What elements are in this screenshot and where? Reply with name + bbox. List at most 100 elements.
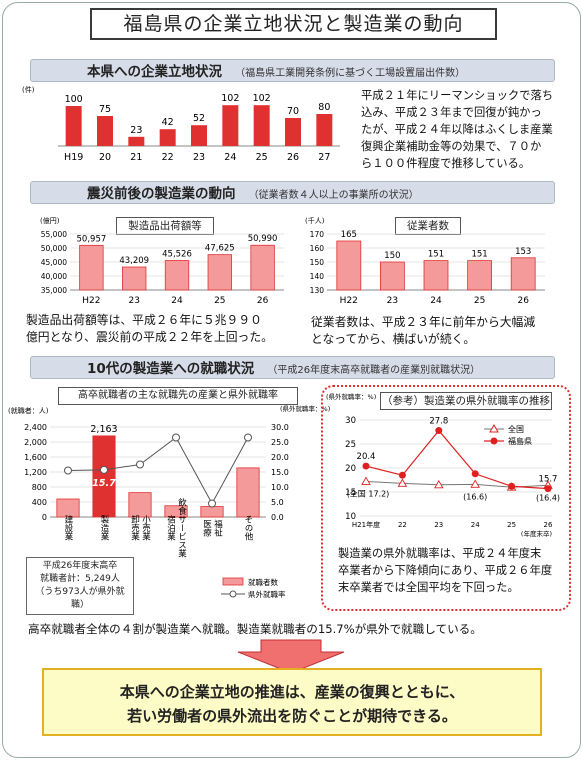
section-subheading: （福島県工業開発条例に基づく工場設置届出件数） xyxy=(235,68,466,79)
bar xyxy=(65,106,82,146)
y-tick-label: 45,000 xyxy=(41,258,67,267)
x-tick-label: 25 xyxy=(214,296,225,306)
bar xyxy=(467,260,492,291)
section-heading: 10代の製造業への就職状況 xyxy=(87,361,255,377)
legend-label: 福島県 xyxy=(508,436,532,446)
data-label: 43,209 xyxy=(119,256,149,266)
y-tick-label-left: 2,000 xyxy=(24,438,47,447)
x-tick-label: 22 xyxy=(398,521,407,529)
x-tick-label: H19 xyxy=(64,152,83,163)
x-tick-label: 小売業 xyxy=(141,515,151,542)
text-line: 卒業者から下降傾向にあり、平成２６年度 xyxy=(338,564,553,577)
y-tick-label-left: 2,400 xyxy=(24,423,47,432)
legend-swatch-bar xyxy=(222,577,244,586)
section3-summary: 高卒就職者全体の４割が製造業へ就職。製造業就職者の15.7%が県外で就職している… xyxy=(28,622,482,636)
series-point xyxy=(397,478,408,487)
bar xyxy=(92,435,116,518)
bar xyxy=(159,129,176,146)
bar xyxy=(191,125,207,146)
y-tick-label-left: 0 xyxy=(42,513,47,522)
data-label: (全国 17.2) xyxy=(347,488,390,498)
y-tick-label: 25 xyxy=(345,440,356,450)
x-tick-label: 24 xyxy=(171,296,183,306)
down-arrow-icon xyxy=(237,639,345,674)
data-label: (16.4) xyxy=(536,493,560,502)
note-line: 就職者計：5,249人 xyxy=(40,574,120,584)
text-line: 平成２１年にリーマンショックで落ち xyxy=(361,89,554,102)
text-line: 従業者数は、平成２３年に前年から大幅減 xyxy=(311,315,536,329)
series-point xyxy=(544,485,552,493)
x-tick-label: 25 xyxy=(507,521,516,529)
reference-text: 製造業の県外就職率は、平成２４年度末 卒業者から下降傾向にあり、平成２６年度 末… xyxy=(338,545,566,596)
x-tick-label: H22 xyxy=(340,296,358,306)
conclusion-line: 本県への企業立地の推進は、産業の復興とともに、 xyxy=(119,683,465,701)
y-tick-label-left: 1,200 xyxy=(24,468,47,477)
x-tick-label: 福祉 xyxy=(213,519,223,538)
y-tick-label: 140 xyxy=(310,272,325,281)
text-line: 末卒業者では全国平均を下回った。 xyxy=(338,581,519,594)
x-tick-label: 建設業 xyxy=(63,515,73,542)
legend-label: 全国 xyxy=(508,424,524,434)
x-tick-label: 26 xyxy=(257,296,269,306)
unit-label-right: (県外就職率：%) xyxy=(280,404,330,413)
x-tick-label: 24 xyxy=(224,152,236,163)
shipment-chart-title: 製造品出荷額等 xyxy=(116,217,214,235)
series-point xyxy=(434,479,444,489)
section1-text: 平成２１年にリーマンショックで落ち 込み、平成２３年まで回復が鈍かっ たが、平成… xyxy=(361,87,571,172)
bar xyxy=(250,244,275,291)
bar xyxy=(285,118,301,146)
data-label: 23 xyxy=(130,125,142,136)
y-tick-label: 10 xyxy=(345,512,356,522)
legend-swatch-point xyxy=(229,590,237,598)
text-line: たが、平成２４年以降はふくしま産業 xyxy=(361,123,553,136)
data-label: 80 xyxy=(318,102,330,113)
bar xyxy=(380,261,405,291)
data-label: 27.8 xyxy=(429,417,448,427)
y-tick-label: 150 xyxy=(310,258,325,267)
series-line xyxy=(365,429,549,490)
rate-point xyxy=(172,433,180,442)
data-label: (16.6) xyxy=(463,492,487,501)
data-label: 165 xyxy=(341,230,357,240)
conclusion-line: 若い労働者の県外流出を防ぐことが期待できる。 xyxy=(127,707,457,725)
legend-swatch-point xyxy=(490,437,498,445)
legend-label: 就職者数 xyxy=(248,577,278,587)
location-bar-chart: (件) 100 H19 75 20 23 21 42 22 52 23 102 24 102 25 70 26 8… xyxy=(22,85,340,163)
legend-swatch-point xyxy=(489,423,499,433)
reference-box xyxy=(321,385,571,611)
unit-label: (千人) xyxy=(305,216,325,225)
data-label: 42 xyxy=(162,117,174,128)
data-label: 15.7 xyxy=(92,478,116,489)
text-line: 製造業の県外就職率は、平成２４年度末 xyxy=(338,547,542,560)
y-tick-label: 15 xyxy=(345,488,356,498)
section-heading: 本県への企業立地状況 xyxy=(87,64,222,80)
y-tick-label: 20 xyxy=(345,464,356,474)
data-label: 15.7 xyxy=(539,475,558,485)
y-tick-label: 35,000 xyxy=(41,286,67,295)
bar xyxy=(510,257,536,291)
text-line: ら１００件程度で推移している。 xyxy=(361,157,531,170)
y-tick-label-right: 10.0 xyxy=(271,483,289,492)
bar xyxy=(122,266,147,291)
y-tick-label-left: 800 xyxy=(32,483,47,492)
section-header-youth: 10代の製造業への就職状況 （平成26年度末高卒就職者の産業別就職状況） xyxy=(30,356,555,379)
data-label: 102 xyxy=(221,93,239,104)
series-point xyxy=(435,427,443,435)
unit-label: (億円) xyxy=(40,216,60,225)
x-tick-label: 24 xyxy=(430,296,442,306)
y-tick-label: 30 xyxy=(345,416,356,426)
x-tick-label: 23 xyxy=(434,521,443,529)
data-label: 100 xyxy=(65,94,83,105)
y-tick-label-left: 400 xyxy=(32,498,47,507)
rate-point xyxy=(208,499,216,508)
section-subheading: （平成26年度末高卒就職者の産業別就職状況） xyxy=(267,365,481,376)
rate-point xyxy=(64,466,72,475)
bar xyxy=(222,105,239,146)
reference-chart-title: （参考）製造業の県外就職率の推移 xyxy=(380,392,552,410)
section-header-location: 本県への企業立地状況 （福島県工業開発条例に基づく工場設置届出件数） xyxy=(30,59,555,82)
x-tick-label: 26 xyxy=(544,521,553,529)
data-label: 151 xyxy=(428,250,444,260)
rate-point xyxy=(100,465,108,474)
data-label: 70 xyxy=(287,106,299,117)
